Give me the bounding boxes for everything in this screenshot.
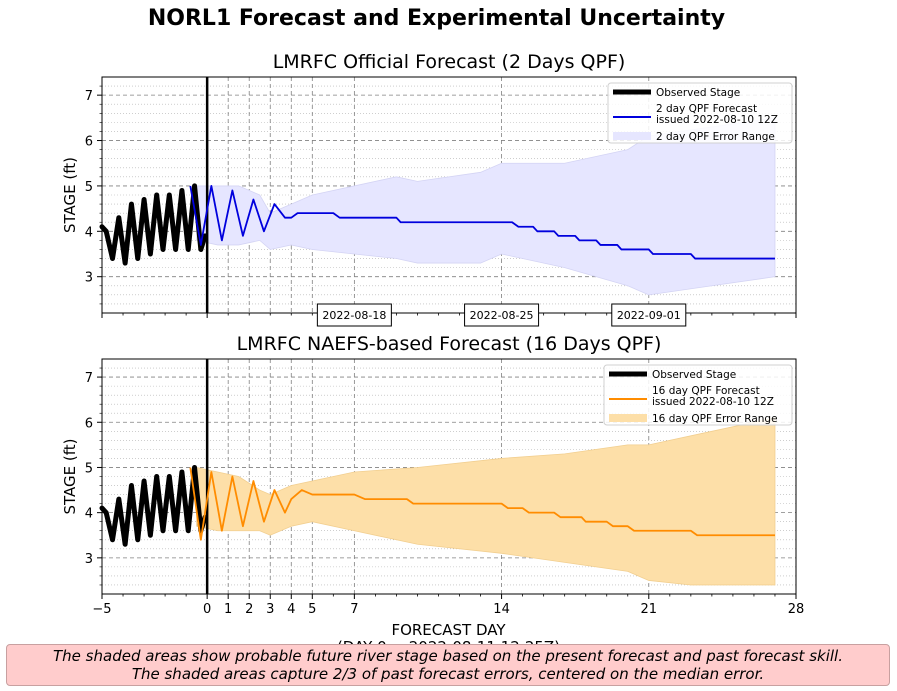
y-tick-label: 6	[85, 416, 93, 431]
y-tick-label: 7	[85, 371, 93, 386]
date-marker-box	[611, 303, 687, 327]
x-tick-label: 3	[266, 602, 274, 617]
x-tick-label: −5	[92, 602, 111, 617]
legend-label: issued 2022-08-10 12Z	[652, 396, 774, 408]
observed-stage-line	[99, 183, 208, 266]
y-tick-label: 5	[85, 180, 93, 195]
forecast-line	[189, 185, 775, 260]
caption-line-1: The shaded areas show probable future ri…	[53, 647, 843, 665]
x-axis-label: FORECAST DAY	[391, 621, 506, 639]
x-tick-label: 4	[287, 602, 295, 617]
error-range-band	[196, 117, 776, 296]
y-tick-label: 3	[85, 271, 93, 286]
y-tick-label: 6	[85, 135, 93, 150]
error-range-band	[196, 417, 776, 586]
legend-label: Observed Stage	[652, 369, 736, 381]
legend-symbol-band	[609, 414, 647, 422]
y-tick-label: 4	[85, 225, 93, 240]
subplot-title: LMRFC NAEFS-based Forecast (16 Days QPF)	[237, 333, 662, 355]
y-tick-label: 5	[85, 461, 93, 476]
legend-label: Observed Stage	[656, 87, 740, 99]
observed-stage-line	[99, 464, 208, 547]
legend-label: 16 day QPF Error Range	[652, 413, 778, 425]
date-marker-label: 2022-08-18	[322, 309, 386, 322]
legend-label: 2 day QPF Forecast	[656, 103, 757, 115]
legend-frame	[607, 82, 793, 144]
y-axis-label: STAGE (ft)	[61, 157, 79, 233]
x-tick-label: 5	[308, 602, 316, 617]
legend-symbol-band	[613, 132, 651, 140]
date-marker-box	[464, 303, 540, 327]
caption-line-2: The shaded areas capture 2/3 of past for…	[131, 665, 765, 683]
legend-label: 2 day QPF Error Range	[656, 131, 775, 143]
x-tick-label: 21	[641, 602, 658, 617]
x-tick-label: 14	[493, 602, 510, 617]
y-axis-label: STAGE (ft)	[61, 439, 79, 515]
date-marker-box	[316, 303, 392, 327]
page-title: NORL1 Forecast and Experimental Uncertai…	[147, 6, 726, 31]
y-tick-label: 4	[85, 507, 93, 522]
subplot-title: LMRFC Official Forecast (2 Days QPF)	[273, 51, 626, 73]
date-marker-label: 2022-09-01	[617, 309, 681, 322]
caption-box: The shaded areas show probable future ri…	[6, 644, 890, 686]
legend-label: issued 2022-08-10 12Z	[656, 114, 778, 126]
y-tick-label: 3	[85, 552, 93, 567]
legend-frame	[603, 364, 793, 426]
forecast-line	[189, 467, 775, 541]
x-tick-label: 1	[224, 602, 232, 617]
x-tick-label: 0	[203, 602, 211, 617]
x-tick-label: 7	[350, 602, 358, 617]
x-tick-label: 2	[245, 602, 253, 617]
x-tick-label: 28	[788, 602, 805, 617]
date-marker-label: 2022-08-25	[470, 309, 534, 322]
y-tick-label: 7	[85, 89, 93, 104]
legend-label: 16 day QPF Forecast	[652, 385, 760, 397]
legend: Observed Stage 16 day QPF Forecastissued …	[603, 364, 793, 426]
chart-panel-1: 3 4 5 6 7 LMRFC Official Forecast (2 Days QPF…	[61, 51, 797, 327]
